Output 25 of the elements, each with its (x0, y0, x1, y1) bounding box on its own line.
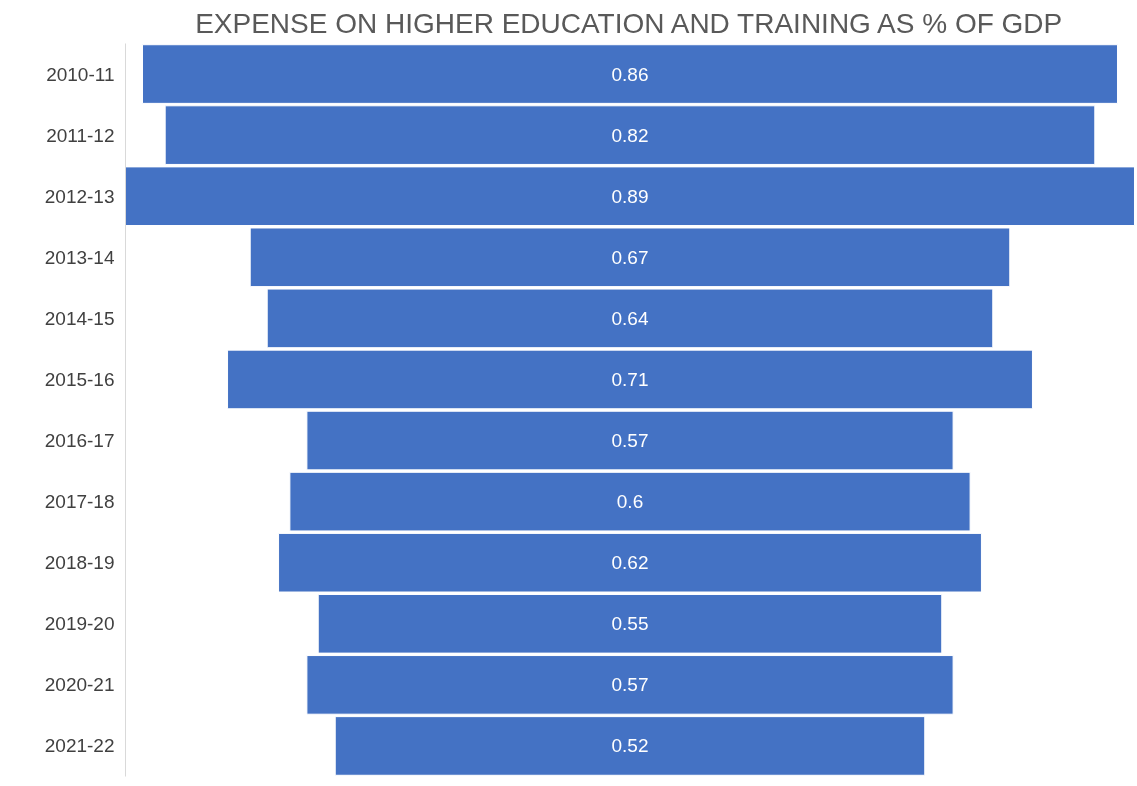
data-label: 0.67 (611, 246, 649, 268)
data-label: 0.82 (611, 124, 649, 146)
category-label: 2018-19 (44, 552, 115, 574)
category-label: 2015-16 (44, 368, 115, 390)
data-label: 0.71 (611, 368, 649, 390)
category-label: 2013-14 (44, 246, 115, 268)
category-label: 2012-13 (44, 185, 115, 207)
category-label: 2017-18 (44, 491, 115, 513)
data-label: 0.89 (611, 185, 649, 207)
data-label: 0.6 (616, 491, 644, 513)
category-label: 2014-15 (44, 307, 115, 329)
category-label: 2016-17 (44, 430, 115, 452)
category-label: 2019-20 (44, 613, 115, 635)
category-label: 2021-22 (44, 735, 115, 757)
data-label: 0.64 (611, 307, 649, 329)
data-label: 0.57 (611, 674, 649, 696)
data-label: 0.52 (611, 735, 649, 757)
data-label: 0.62 (611, 552, 649, 574)
category-label: 2011-12 (46, 124, 115, 146)
category-label: 2010-11 (46, 63, 115, 85)
data-label: 0.55 (611, 613, 649, 635)
data-label: 0.86 (611, 63, 649, 85)
text: EXPENSE ON HIGHER EDUCATION AND TRAINING AS % OF GDP (195, 7, 1063, 39)
category-label: 2020-21 (44, 674, 115, 696)
data-label: 0.57 (611, 430, 649, 452)
